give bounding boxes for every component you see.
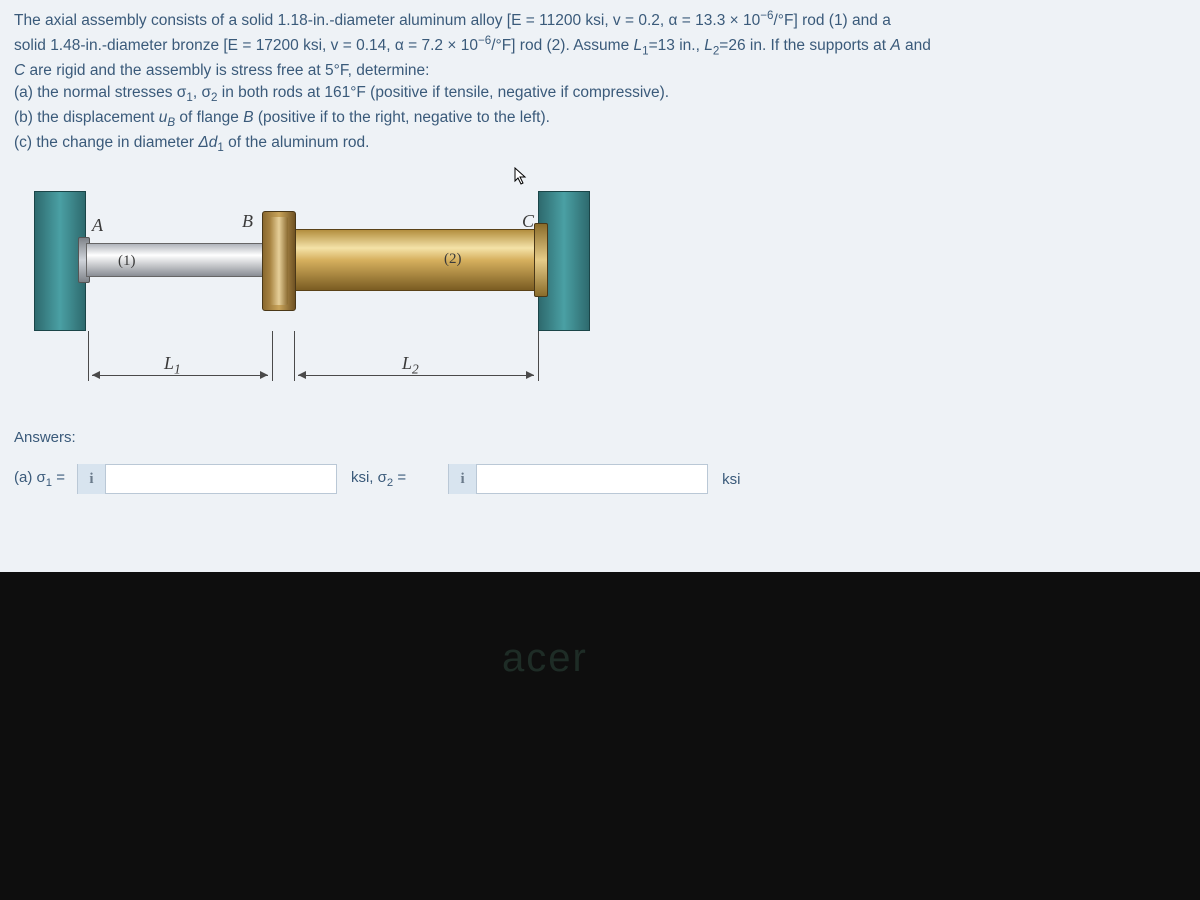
rod2-endcap [534, 223, 548, 297]
text: , α = [386, 37, 421, 54]
answers-heading: Answers: [14, 429, 1186, 446]
sigma2-input-box: i [448, 464, 708, 494]
label-c: C [522, 211, 534, 232]
d1: 1.18-in.-diameter [278, 12, 395, 29]
text: , α = [660, 12, 695, 29]
sigma1-input-box: i [77, 464, 337, 494]
v1: 0.2 [638, 12, 660, 29]
label-l2: L2 [402, 353, 419, 378]
sigma2-label: ksi, σ2 = [351, 469, 406, 489]
qa-text3: (positive if tensile, negative if compre… [366, 84, 669, 101]
label-a: A [92, 215, 103, 236]
qb-text2: of flange [175, 109, 243, 126]
text: The axial assembly consists of a solid [14, 12, 278, 29]
qb-text: (b) the displacement [14, 109, 159, 126]
bronze-rod [294, 229, 544, 291]
info-icon[interactable]: i [78, 464, 106, 494]
tfree: 5°F [325, 62, 348, 79]
info-icon[interactable]: i [449, 464, 477, 494]
alpha1: 13.3 × 10 [695, 12, 760, 29]
acer-logo: acer [502, 636, 588, 681]
alpha1-exp: −6 [760, 9, 773, 22]
l1-label: L [634, 37, 643, 54]
dim-tick [294, 331, 295, 381]
qa-comma: , σ [193, 84, 211, 101]
assembly-diagram: A B C (1) (2) L1 L2 [14, 171, 602, 411]
alpha2-exp: −6 [478, 34, 491, 47]
text: bronze [E = [167, 37, 255, 54]
alpha2: 7.2 × 10 [422, 37, 478, 54]
v2: 0.14 [356, 37, 386, 54]
alpha1-unit: /°F] rod (1) and a [773, 12, 890, 29]
l1-val: =13 in., [649, 37, 705, 54]
text: and [901, 37, 931, 54]
qb-B: B [243, 109, 253, 126]
label-l1: L1 [164, 353, 181, 378]
tfinal: 161°F [324, 84, 366, 101]
dim-tick [88, 331, 89, 381]
cursor-icon [514, 167, 528, 185]
e1: 11200 ksi [539, 12, 604, 29]
l2-label: L [704, 37, 713, 54]
qa-text2: in both rods at [218, 84, 325, 101]
text: , v = [322, 37, 356, 54]
qc-text2: of the aluminum rod. [224, 134, 370, 151]
dim-tick [538, 331, 539, 381]
flange-b-inner [270, 217, 288, 305]
text: solid [14, 37, 50, 54]
e2: 17200 ksi [256, 37, 322, 54]
dim-tick [272, 331, 273, 381]
qc-delta: Δd [198, 134, 217, 151]
label-rod1: (1) [118, 253, 136, 270]
l2-val: =26 in. If the supports at [719, 37, 890, 54]
sigma1-input[interactable] [106, 465, 336, 493]
unit-ksi: ksi [722, 471, 740, 488]
label-rod2: (2) [444, 251, 462, 268]
text: aluminum alloy [E = [395, 12, 539, 29]
aluminum-rod [86, 243, 272, 277]
qa-text: (a) the normal stresses σ [14, 84, 186, 101]
text: are rigid and the assembly is stress fre… [25, 62, 325, 79]
c-label: C [14, 62, 25, 79]
label-b: B [242, 211, 253, 232]
sigma1-label: (a) σ1 = [14, 469, 65, 489]
problem-page: The axial assembly consists of a solid 1… [0, 0, 1200, 572]
qb-b: B [167, 116, 175, 129]
qb-text3: (positive if to the right, negative to t… [254, 109, 550, 126]
alpha2-unit: /°F] rod (2). Assume [491, 37, 633, 54]
text: , v = [604, 12, 638, 29]
problem-statement: The axial assembly consists of a solid 1… [14, 8, 1186, 157]
qc-text: (c) the change in diameter [14, 134, 198, 151]
answer-row-a: (a) σ1 = i ksi, σ2 = i ksi [14, 464, 1186, 494]
laptop-bezel: acer [0, 572, 1200, 900]
text: , determine: [348, 62, 430, 79]
d2: 1.48-in.-diameter [50, 37, 167, 54]
sigma2-input[interactable] [477, 465, 707, 493]
a-label: A [890, 37, 900, 54]
